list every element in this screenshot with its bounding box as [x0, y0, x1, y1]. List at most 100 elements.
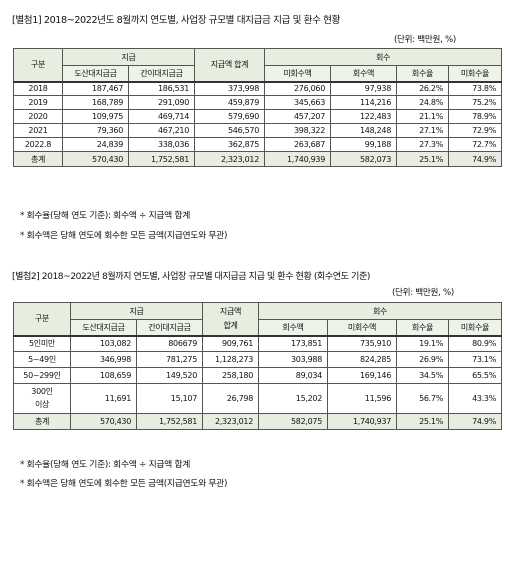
cell: 78.9%: [448, 109, 502, 124]
cell: 72.7%: [448, 137, 502, 152]
table2-unit: (단위: 백만원, %): [392, 288, 454, 298]
table-row: 300인 이상 11,691 15,107 26,798 15,202 11,5…: [13, 383, 502, 414]
cell: 65.5%: [448, 367, 502, 384]
cell: 97,938: [330, 81, 397, 96]
table1-note: * 회수율(당해 연도 기준): 회수액 ÷ 지급액 합계: [20, 211, 191, 221]
table2-header-payment-total-line1: 지급액: [219, 306, 242, 316]
cell: 2,323,012: [202, 413, 259, 430]
cell: 89,034: [258, 367, 328, 384]
table2-header-payment-total-line2: 합계: [223, 320, 238, 330]
cell: 345,663: [264, 95, 331, 110]
cell: 25.1%: [396, 413, 449, 430]
cell: 73.8%: [448, 81, 502, 96]
table-total-row: 총계 570,430 1,752,581 2,323,012 582,075 1…: [13, 413, 502, 430]
table2-header-category: 구분: [13, 302, 71, 337]
table2-header-payment-total: 지급액 합계: [202, 302, 259, 337]
table1-subheader: 미회수액: [264, 65, 331, 83]
table1-header-recovery: 회수: [264, 48, 502, 66]
cell: 570,430: [70, 413, 137, 430]
cell: 24.8%: [396, 95, 449, 110]
table-row: 2019 168,789 291,090 459,879 345,663 114…: [13, 95, 502, 110]
table2-header-payment: 지급: [70, 302, 203, 320]
table1-subheader: 회수액: [330, 65, 397, 83]
table2-subheader: 도산대지급금: [70, 319, 137, 337]
row-label-line1: 300인: [31, 387, 53, 396]
cell: 909,761: [202, 335, 259, 352]
cell: 27.3%: [396, 137, 449, 152]
table2-note: * 회수액은 당해 연도에 회수한 모든 금액(지급연도와 무관): [20, 479, 228, 489]
table-row: 5~49인 346,998 781,275 1,128,273 303,988 …: [13, 351, 502, 368]
table2-subheader: 미회수율: [448, 319, 502, 337]
cell: 1,752,581: [136, 413, 203, 430]
table-row: 2021 79,360 467,210 546,570 398,322 148,…: [13, 123, 502, 138]
cell: 806679: [136, 335, 203, 352]
table-row: 2020 109,975 469,714 579,690 457,207 122…: [13, 109, 502, 124]
table2-header-recovery: 회수: [258, 302, 502, 320]
row-label: 2019: [13, 95, 63, 110]
cell: 258,180: [202, 367, 259, 384]
cell: 1,740,939: [264, 151, 331, 167]
table-row: 2018 187,467 186,531 373,998 276,060 97,…: [13, 81, 502, 96]
cell: 263,687: [264, 137, 331, 152]
cell: 99,188: [330, 137, 397, 152]
cell: 186,531: [128, 81, 195, 96]
cell: 169,146: [327, 367, 397, 384]
cell: 15,202: [258, 383, 328, 414]
cell: 11,596: [327, 383, 397, 414]
cell: 1,740,937: [327, 413, 397, 430]
table1-subheader: 간이대지급금: [128, 65, 195, 83]
cell: 21.1%: [396, 109, 449, 124]
cell: 109,975: [62, 109, 129, 124]
cell: 457,207: [264, 109, 331, 124]
cell: 75.2%: [448, 95, 502, 110]
table1-unit: (단위: 백만원, %): [394, 35, 456, 45]
table2-subheader: 간이대지급금: [136, 319, 203, 337]
table2-subheader: 회수율: [396, 319, 449, 337]
cell: 173,851: [258, 335, 328, 352]
table2-title: [별첨2] 2018~2022년 8월까지 연도별, 사업장 규모별 대지급금 …: [12, 272, 370, 282]
cell: 122,483: [330, 109, 397, 124]
cell: 1,128,273: [202, 351, 259, 368]
cell: 27.1%: [396, 123, 449, 138]
cell: 79,360: [62, 123, 129, 138]
cell: 338,036: [128, 137, 195, 152]
cell: 582,075: [258, 413, 328, 430]
cell: 25.1%: [396, 151, 449, 167]
cell: 34.5%: [396, 367, 449, 384]
cell: 72.9%: [448, 123, 502, 138]
cell: 80.9%: [448, 335, 502, 352]
cell: 26.2%: [396, 81, 449, 96]
cell: 1,752,581: [128, 151, 195, 167]
cell: 2,323,012: [194, 151, 265, 167]
table2: 구분 지급 지급액 합계 회수 도산대지급금 간이대지급금 회수액 미회수액 회…: [13, 302, 502, 430]
cell: 26.9%: [396, 351, 449, 368]
cell: 11,691: [70, 383, 137, 414]
table1-subheader: 회수율: [396, 65, 449, 83]
row-label: 2018: [13, 81, 63, 96]
cell: 24,839: [62, 137, 129, 152]
table-row: 2022.8 24,839 338,036 362,875 263,687 99…: [13, 137, 502, 152]
table1-subheader: 도산대지급금: [62, 65, 129, 83]
cell: 149,520: [136, 367, 203, 384]
cell: 148,248: [330, 123, 397, 138]
cell: 346,998: [70, 351, 137, 368]
cell: 56.7%: [396, 383, 449, 414]
row-label: 5~49인: [13, 351, 71, 368]
row-label: 2021: [13, 123, 63, 138]
cell: 579,690: [194, 109, 265, 124]
cell: 467,210: [128, 123, 195, 138]
cell: 103,082: [70, 335, 137, 352]
table1-note: * 회수액은 당해 연도에 회수한 모든 금액(지급연도와 무관): [20, 231, 228, 241]
table1-header-payment-total: 지급액 합계: [194, 48, 265, 83]
cell: 187,467: [62, 81, 129, 96]
cell: 74.9%: [448, 413, 502, 430]
cell: 459,879: [194, 95, 265, 110]
cell: 362,875: [194, 137, 265, 152]
row-label: 50~299인: [13, 367, 71, 384]
cell: 303,988: [258, 351, 328, 368]
cell: 398,322: [264, 123, 331, 138]
cell: 15,107: [136, 383, 203, 414]
cell: 291,090: [128, 95, 195, 110]
table-total-row: 총계 570,430 1,752,581 2,323,012 1,740,939…: [13, 151, 502, 167]
cell: 73.1%: [448, 351, 502, 368]
